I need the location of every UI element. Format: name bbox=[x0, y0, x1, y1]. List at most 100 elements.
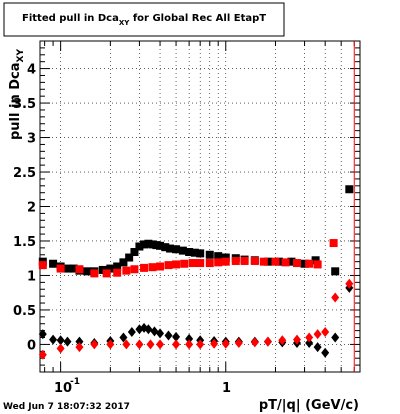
series-1 bbox=[38, 239, 338, 278]
y-tick-labels: 0 0.5 1 1.5 2 2.5 3 3.5 4 bbox=[13, 63, 36, 354]
data-point-diamond bbox=[321, 327, 330, 338]
data-point-square bbox=[214, 258, 223, 267]
data-point-diamond bbox=[185, 339, 194, 350]
data-point-square bbox=[156, 241, 165, 250]
series-3 bbox=[38, 278, 354, 360]
data-point-square bbox=[38, 261, 47, 270]
data-point-diamond bbox=[278, 335, 287, 346]
data-point-square bbox=[188, 259, 197, 268]
data-point-square bbox=[178, 246, 187, 255]
data-point-square bbox=[287, 257, 296, 266]
data-point-diamond bbox=[106, 339, 115, 350]
data-point-square bbox=[106, 264, 115, 273]
data-point-square bbox=[259, 257, 268, 266]
data-point-square bbox=[300, 259, 309, 268]
y-tick-label: 4 bbox=[27, 63, 36, 78]
data-point-diamond bbox=[56, 343, 65, 354]
timestamp: Wed Jun 7 18:07:32 2017 bbox=[3, 402, 130, 412]
chart-title-sub: XY bbox=[119, 19, 130, 27]
data-point-diamond bbox=[146, 339, 155, 350]
data-marks bbox=[38, 185, 354, 360]
data-point-diamond bbox=[119, 332, 128, 343]
data-point-diamond bbox=[144, 324, 153, 335]
data-point-square bbox=[311, 256, 320, 265]
data-point-square bbox=[231, 256, 240, 265]
data-point-square bbox=[172, 245, 181, 254]
y-tick-label: 0.5 bbox=[13, 304, 36, 319]
data-point-square bbox=[83, 267, 92, 276]
data-point-square bbox=[205, 250, 214, 259]
axis-ticks bbox=[40, 40, 360, 372]
data-point-square bbox=[75, 265, 84, 274]
data-point-square bbox=[185, 248, 194, 257]
data-point-square bbox=[156, 262, 165, 271]
data-point-diamond bbox=[90, 339, 99, 350]
data-point-diamond bbox=[172, 339, 181, 350]
x-tick-label-10: 10 bbox=[54, 381, 72, 396]
data-point-square bbox=[292, 259, 301, 268]
y-axis-label-sub: XY bbox=[16, 49, 26, 63]
data-point-diamond bbox=[164, 330, 173, 341]
data-point-diamond bbox=[185, 333, 194, 344]
data-point-diamond bbox=[345, 278, 354, 289]
data-point-square bbox=[196, 249, 205, 258]
data-point-diamond bbox=[172, 331, 181, 342]
data-point-diamond bbox=[234, 338, 243, 349]
x-axis-label: pT/|q| (GeV/c) bbox=[259, 398, 359, 413]
data-point-diamond bbox=[135, 339, 144, 350]
data-point-square bbox=[221, 253, 230, 262]
data-point-square bbox=[90, 269, 99, 278]
data-point-square bbox=[331, 267, 340, 276]
data-point-square bbox=[271, 257, 280, 266]
data-point-diamond bbox=[250, 337, 259, 348]
data-point-square bbox=[140, 263, 149, 272]
data-point-diamond bbox=[156, 328, 165, 339]
data-point-square bbox=[63, 264, 72, 273]
data-point-diamond bbox=[75, 342, 84, 353]
chart-title-rest: for Global Rec All EtapT bbox=[129, 13, 266, 24]
data-point-square bbox=[161, 243, 170, 252]
data-point-square bbox=[345, 185, 354, 194]
data-point-square bbox=[263, 257, 272, 266]
data-point-square bbox=[205, 259, 214, 268]
data-point-square bbox=[221, 257, 230, 266]
chart-title-main: Fitted pull in Dca bbox=[22, 13, 119, 24]
y-tick-label: 0 bbox=[27, 338, 36, 353]
y-tick-label: 3.5 bbox=[13, 97, 36, 112]
data-point-square bbox=[56, 264, 65, 273]
data-point-square bbox=[329, 239, 338, 248]
data-point-square bbox=[190, 248, 199, 257]
data-point-square bbox=[113, 268, 122, 277]
y-tick-label: 1.5 bbox=[13, 235, 36, 250]
data-point-square bbox=[180, 259, 189, 268]
data-point-diamond bbox=[210, 338, 219, 349]
data-point-square bbox=[240, 256, 249, 265]
data-point-diamond bbox=[122, 339, 131, 350]
data-point-diamond bbox=[331, 292, 340, 303]
data-point-square bbox=[119, 258, 128, 267]
data-point-diamond bbox=[156, 339, 165, 350]
data-point-square bbox=[69, 264, 78, 273]
data-point-diamond bbox=[292, 334, 301, 345]
y-tick-label: 3 bbox=[27, 132, 36, 147]
data-point-square bbox=[164, 261, 173, 270]
data-point-diamond bbox=[38, 329, 47, 340]
series-2 bbox=[38, 282, 354, 358]
x-tick-label-1: 1 bbox=[222, 381, 231, 396]
data-point-square bbox=[313, 260, 322, 269]
data-point-square bbox=[148, 263, 157, 272]
data-point-diamond bbox=[49, 334, 58, 345]
title-box: Fitted pull in DcaXY for Global Rec All … bbox=[3, 2, 285, 37]
data-point-square bbox=[130, 265, 139, 274]
data-point-diamond bbox=[313, 329, 322, 340]
data-point-square bbox=[125, 253, 134, 262]
data-point-diamond bbox=[127, 327, 136, 338]
data-point-square bbox=[196, 259, 205, 268]
data-point-diamond bbox=[56, 335, 65, 346]
data-point-square bbox=[140, 240, 149, 249]
y-tick-label: 1 bbox=[27, 269, 36, 284]
data-point-diamond bbox=[313, 342, 322, 353]
data-point-square bbox=[166, 244, 175, 253]
y-tick-label: 2 bbox=[27, 201, 36, 216]
